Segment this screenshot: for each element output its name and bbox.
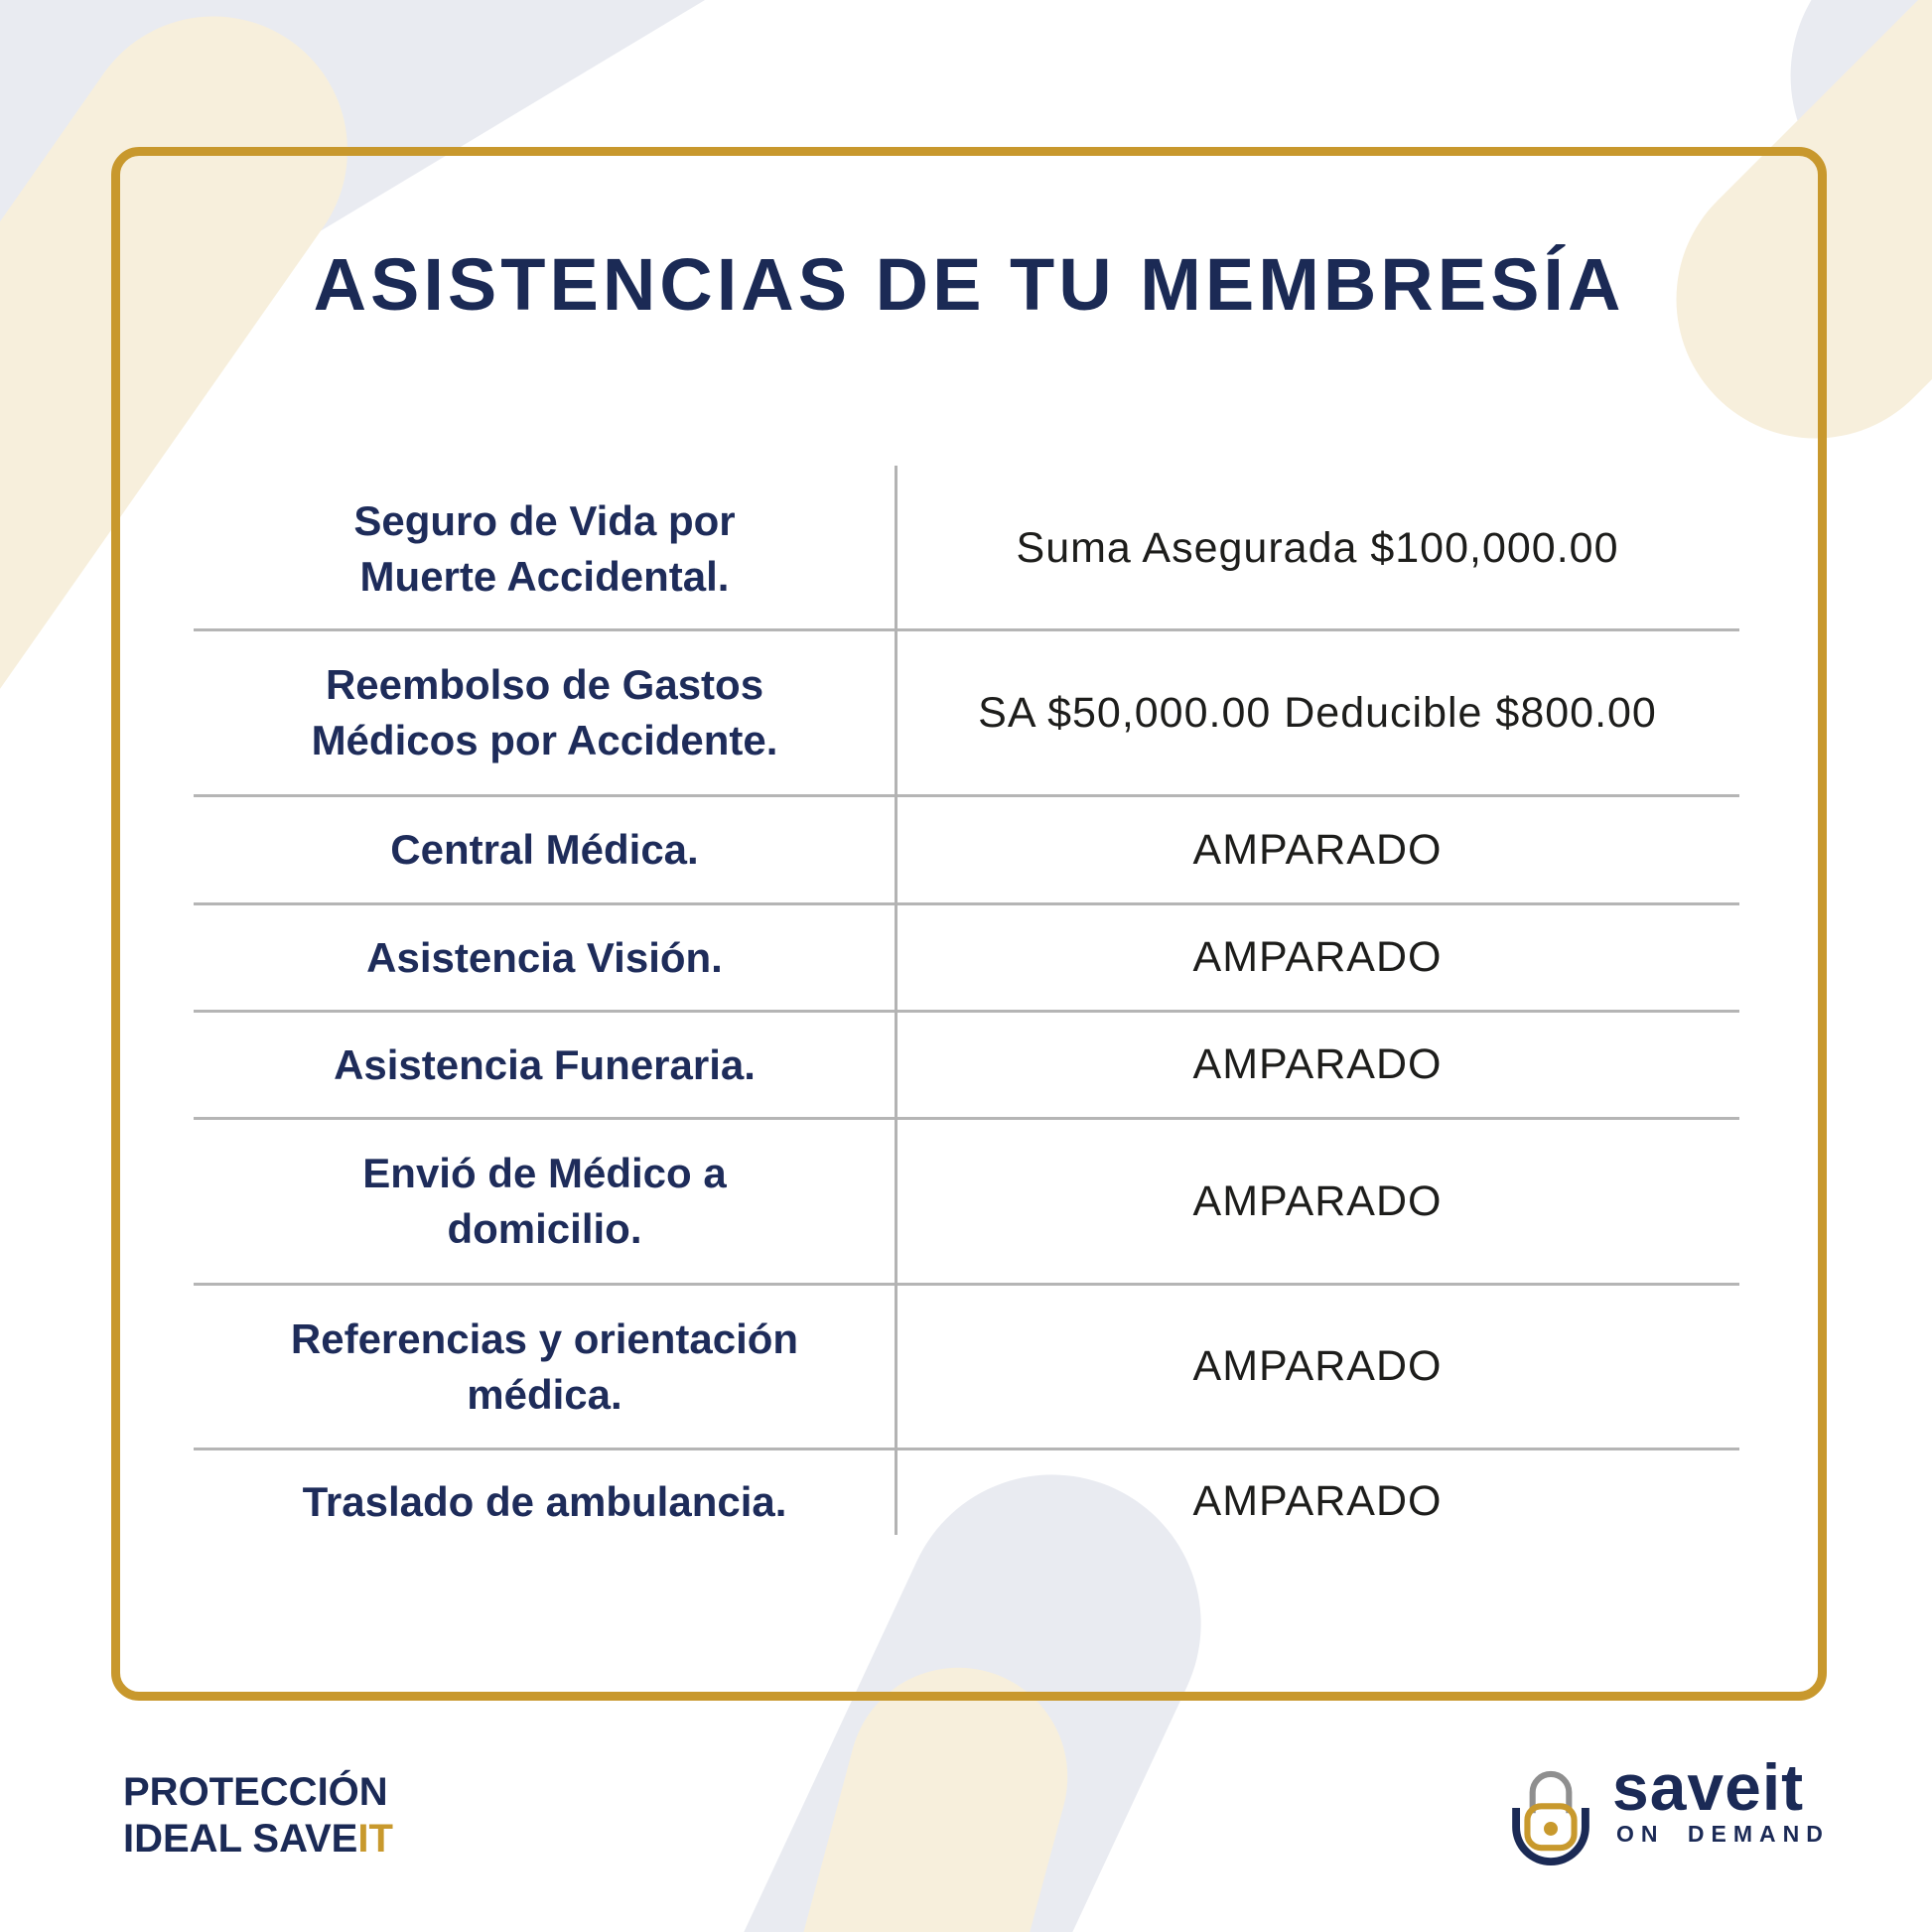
table-row: Traslado de ambulancia. AMPARADO bbox=[194, 1448, 1739, 1553]
saveit-gold-suffix: IT bbox=[357, 1817, 393, 1861]
benefit-value: AMPARADO bbox=[1192, 1176, 1443, 1225]
benefit-value: AMPARADO bbox=[1192, 1342, 1443, 1390]
benefit-value: AMPARADO bbox=[1192, 1040, 1443, 1088]
benefit-name: Reembolso de Gastos Médicos por Accident… bbox=[311, 661, 778, 763]
page-title: ASISTENCIAS DE TU MEMBRESÍA bbox=[313, 243, 1625, 326]
table-row: Central Médica. AMPARADO bbox=[194, 794, 1739, 902]
table-row: Envió de Médico a domicilio. AMPARADO bbox=[194, 1117, 1739, 1283]
benefit-name: Seguro de Vida por Muerte Accidental. bbox=[353, 496, 736, 600]
saveit-on-demand-logo: saveit ON DEMAND bbox=[1503, 1750, 1830, 1868]
proteccion-ideal-logo-line1: PROTECCIÓN bbox=[123, 1770, 388, 1814]
benefits-table: Seguro de Vida por Muerte Accidental. Su… bbox=[194, 466, 1739, 1535]
table-row: Referencias y orientación médica. AMPARA… bbox=[194, 1283, 1739, 1448]
benefit-name: Traslado de ambulancia. bbox=[302, 1477, 787, 1525]
on-demand-tagline: ON DEMAND bbox=[1616, 1821, 1830, 1847]
benefit-name: Asistencia Visión. bbox=[366, 933, 723, 981]
table-row: Asistencia Funeraria. AMPARADO bbox=[194, 1010, 1739, 1117]
table-row: Reembolso de Gastos Médicos por Accident… bbox=[194, 628, 1739, 794]
proteccion-ideal-logo: PROTECCIÓN IDEAL SAVEIT bbox=[123, 1769, 393, 1863]
saveit-logo-text: saveit ON DEMAND bbox=[1612, 1750, 1830, 1848]
benefit-value: AMPARADO bbox=[1192, 933, 1443, 981]
proteccion-ideal-logo-line2: IDEAL SAVEIT bbox=[123, 1817, 393, 1861]
benefit-value: AMPARADO bbox=[1192, 1477, 1443, 1525]
saveit-wordmark: saveit bbox=[1612, 1750, 1805, 1824]
benefit-name: Envió de Médico a domicilio. bbox=[362, 1150, 727, 1252]
benefit-name: Asistencia Funeraria. bbox=[334, 1040, 756, 1088]
table-row: Asistencia Visión. AMPARADO bbox=[194, 902, 1739, 1010]
benefit-value: AMPARADO bbox=[1192, 825, 1443, 874]
table-row: Seguro de Vida por Muerte Accidental. Su… bbox=[194, 469, 1739, 628]
benefit-value: SA $50,000.00 Deducible $800.00 bbox=[978, 688, 1657, 737]
padlock-icon bbox=[1512, 1771, 1589, 1865]
benefit-value: Suma Asegurada $100,000.00 bbox=[1016, 524, 1619, 572]
card-frame bbox=[111, 147, 1827, 1701]
benefit-name: Referencias y orientación médica. bbox=[290, 1314, 799, 1418]
column-divider bbox=[895, 466, 897, 1535]
benefit-name: Central Médica. bbox=[390, 826, 699, 873]
